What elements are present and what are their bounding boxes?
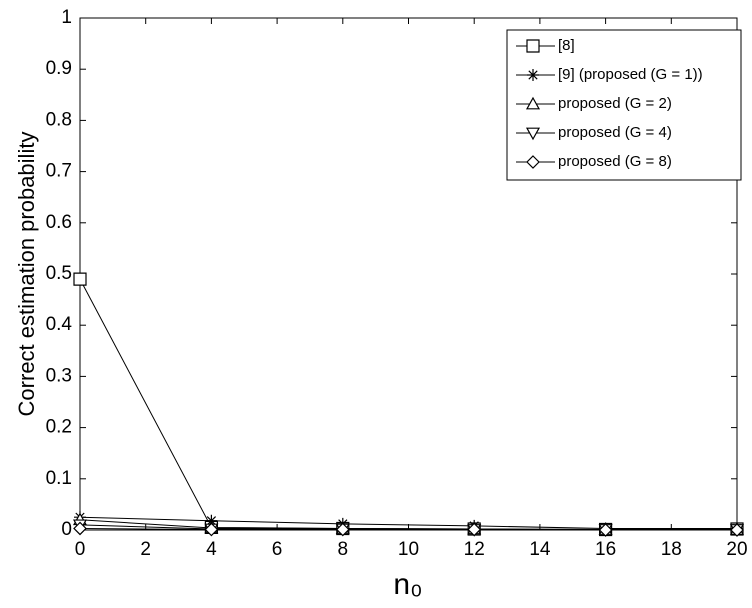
legend-marker [526, 39, 540, 53]
series-line [79, 278, 738, 530]
legend-marker [525, 127, 541, 141]
legend-box [506, 29, 742, 181]
x-axis-label: n₀ [393, 568, 422, 601]
y-tick-label: 0.7 [46, 161, 72, 182]
x-tick-label: 2 [140, 539, 151, 560]
legend-label: proposed (G = 8) [558, 153, 672, 170]
marker [335, 522, 350, 537]
x-tick-label: 0 [75, 539, 86, 560]
y-tick-label: 0.6 [46, 212, 72, 233]
y-tick-label: 1 [61, 7, 72, 28]
marker [730, 523, 744, 537]
x-tick-label: 10 [398, 539, 419, 560]
legend-marker [527, 69, 539, 81]
y-tick-label: 0.8 [46, 109, 72, 130]
series-line [79, 516, 737, 529]
y-tick-label: 0.2 [46, 417, 72, 438]
x-tick-label: 8 [338, 539, 349, 560]
y-tick-label: 0.9 [46, 58, 72, 79]
y-tick-label: 0.4 [46, 314, 73, 335]
marker [204, 522, 219, 537]
legend-marker [526, 155, 540, 169]
marker [598, 523, 613, 537]
x-tick-label: 6 [272, 539, 283, 560]
legend-label: [9] (proposed (G = 1)) [558, 66, 703, 83]
x-tick-label: 4 [206, 539, 217, 560]
x-tick-label: 20 [726, 539, 747, 560]
x-tick-label: 14 [529, 539, 551, 560]
y-tick-label: 0.5 [46, 263, 72, 284]
series-line [79, 527, 737, 531]
marker [467, 522, 482, 537]
legend-marker [525, 96, 541, 110]
legend-label: proposed (G = 4) [558, 124, 672, 141]
x-tick-label: 18 [661, 539, 682, 560]
x-tick-label: 16 [595, 539, 616, 560]
y-tick-label: 0.3 [46, 365, 72, 386]
marker [73, 521, 87, 536]
y-tick-label: 0.1 [46, 468, 72, 489]
y-axis-label: Correct estimation probability [14, 132, 39, 417]
marker [73, 272, 87, 286]
x-tick-label: 12 [464, 539, 485, 560]
legend-label: [8] [558, 37, 575, 54]
legend-label: proposed (G = 2) [558, 95, 672, 112]
y-tick-label: 0 [61, 519, 72, 540]
